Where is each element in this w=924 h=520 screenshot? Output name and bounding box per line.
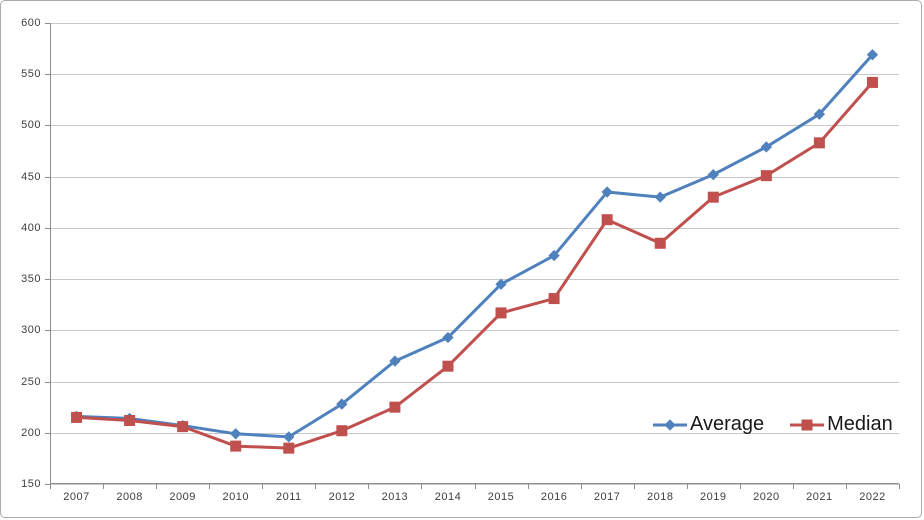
y-axis-tick-labels: 600 550 500 450 400 350 300 250 200 150 bbox=[1, 17, 41, 490]
x-tick-label: 2022 bbox=[859, 491, 886, 503]
x-tick-label: 2012 bbox=[328, 491, 356, 503]
median-series-marker-icon bbox=[790, 418, 825, 432]
legend-label-median: Median bbox=[827, 413, 893, 435]
x-tick-label: 2009 bbox=[169, 491, 196, 503]
x-tick-label: 2010 bbox=[222, 491, 249, 503]
y-tick-label: 500 bbox=[21, 119, 41, 132]
y-tick-label: 300 bbox=[21, 324, 41, 337]
legend-item-median: Median bbox=[790, 413, 893, 436]
legend-label-average: Average bbox=[690, 413, 765, 435]
y-tick-label: 350 bbox=[21, 273, 41, 286]
x-tick-label: 2011 bbox=[275, 491, 302, 503]
plot-area: Average Median bbox=[45, 23, 900, 489]
y-tick-label: 250 bbox=[21, 375, 41, 388]
line-chart bbox=[45, 23, 900, 489]
x-tick-label: 2008 bbox=[116, 491, 143, 503]
x-tick-label: 2020 bbox=[753, 491, 780, 503]
legend: Average Median bbox=[653, 413, 893, 436]
x-tick-label: 2016 bbox=[540, 491, 568, 503]
x-tick-label: 2021 bbox=[806, 491, 833, 503]
x-tick-label: 2007 bbox=[63, 491, 90, 503]
average-series-marker-icon bbox=[653, 418, 687, 432]
x-tick-label: 2013 bbox=[381, 491, 409, 503]
x-tick-label: 2015 bbox=[487, 491, 515, 503]
y-tick-label: 450 bbox=[21, 170, 41, 183]
y-tick-label: 600 bbox=[21, 17, 41, 29]
y-tick-label: 200 bbox=[21, 426, 41, 439]
legend-item-average: Average bbox=[653, 413, 764, 436]
x-tick-label: 2018 bbox=[646, 491, 674, 503]
y-tick-label: 150 bbox=[21, 478, 41, 490]
y-tick-label: 400 bbox=[21, 221, 41, 234]
x-axis-tick-labels: 2007 2008 2009 2010 2011 2012 2013 2014 2015 2016… bbox=[50, 490, 899, 506]
x-tick-label: 2017 bbox=[593, 491, 621, 503]
y-tick-label: 550 bbox=[21, 68, 41, 81]
x-tick-label: 2014 bbox=[434, 491, 462, 503]
x-tick-label: 2019 bbox=[700, 491, 727, 503]
